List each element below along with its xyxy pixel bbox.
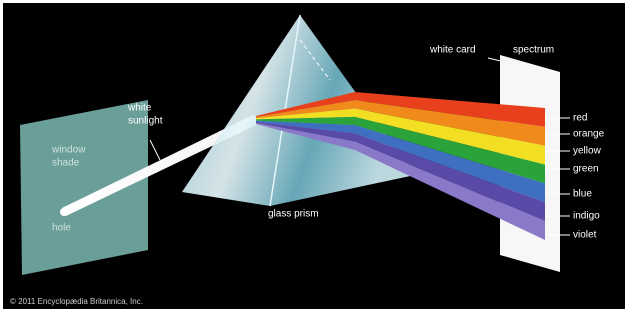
spectrum-label: spectrum bbox=[513, 45, 554, 56]
sunlight-label: white bbox=[127, 103, 152, 114]
sunlight-label: sunlight bbox=[128, 116, 163, 127]
spectrum-color-label: violet bbox=[573, 230, 597, 241]
window-shade-label: window bbox=[51, 145, 86, 156]
spectrum-color-label: blue bbox=[573, 189, 592, 200]
hole-label: hole bbox=[52, 223, 71, 234]
white-card-label: white card bbox=[429, 45, 476, 56]
prism-label: glass prism bbox=[268, 209, 319, 220]
spectrum-color-label: yellow bbox=[573, 146, 602, 157]
diagram: window shade hole white sunlight glass p… bbox=[0, 0, 628, 312]
spectrum-color-label: green bbox=[573, 164, 599, 175]
spectrum-color-label: orange bbox=[573, 129, 605, 140]
copyright: © 2011 Encyclopædia Britannica, Inc. bbox=[10, 297, 143, 306]
window-shade-label: shade bbox=[52, 158, 80, 169]
spectrum-color-label: red bbox=[573, 113, 587, 124]
hole bbox=[60, 208, 68, 216]
spectrum-color-label: indigo bbox=[573, 211, 600, 222]
